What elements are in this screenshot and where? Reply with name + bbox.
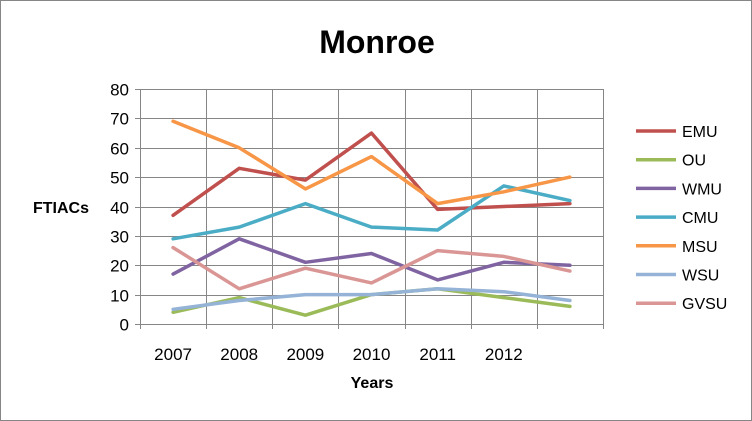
chart-title: Monroe [319,24,435,60]
legend-label-emu: EMU [682,124,718,141]
series-line-gvsu [171,245,572,291]
series-line-wsu [171,287,572,312]
y-tick-label: 60 [110,140,129,159]
y-tick-label: 50 [110,169,129,188]
series-lines [171,119,572,317]
x-tick-label-2011: 2011 [419,345,456,364]
legend-label-gvsu: GVSU [682,296,727,313]
y-tick-label: 20 [110,257,129,276]
y-tick-label: 30 [110,228,129,247]
legend-label-msu: MSU [682,239,718,256]
series-line-cmu [171,184,572,241]
legend: EMU OU WMU CMU MSU WSU GVSU [636,124,727,313]
y-tick-label: 0 [120,316,129,335]
x-tick-label-2009: 2009 [286,345,324,364]
y-axis-label: FTIACs [33,200,89,217]
y-tick-label: 10 [110,287,129,306]
x-tick-label-2007: 2007 [154,345,192,364]
y-tick-label: 80 [110,81,129,100]
axes: 0 10 20 30 40 50 60 70 80 2007 2008 2009 2010 2011 201… [110,81,604,364]
series-line-emu [171,131,572,218]
x-tick-label-2012: 2012 [485,345,523,364]
x-tick-label-2010: 2010 [353,345,391,364]
y-tick-label: 70 [110,110,129,129]
legend-label-ou: OU [682,153,706,170]
legend-label-wsu: WSU [682,268,719,285]
series-line-wmu [171,237,572,282]
legend-label-cmu: CMU [682,210,718,227]
y-tick-label: 40 [110,199,129,218]
series-line-msu [171,119,572,206]
x-tick-label-2008: 2008 [220,345,258,364]
x-axis-label: Years [351,375,394,392]
legend-label-wmu: WMU [682,181,722,198]
